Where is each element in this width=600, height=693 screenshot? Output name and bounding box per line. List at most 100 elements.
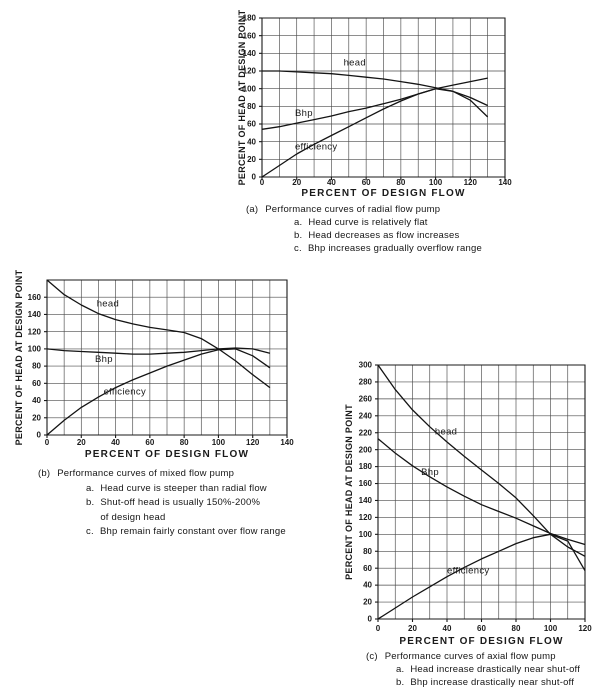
svg-text:220: 220 [359, 428, 373, 437]
svg-text:180: 180 [243, 14, 257, 23]
curve-label-efficiency: efficiency [104, 387, 146, 398]
mixed-pump-caption: (b) Performance curves of mixed flow pum… [38, 467, 330, 540]
note-tag: a. [294, 217, 303, 228]
curve-label-head: head [435, 426, 457, 437]
svg-text:0: 0 [376, 624, 381, 633]
curve-Bhp [46, 347, 271, 355]
svg-text:60: 60 [362, 178, 371, 187]
svg-text:60: 60 [363, 564, 372, 573]
svg-text:20: 20 [292, 178, 301, 187]
caption-text: Performance curves of radial flow pump [265, 204, 441, 215]
curve-label-efficiency: efficiency [295, 142, 337, 153]
note-text: Bhp increases gradually overflow range [308, 243, 482, 254]
tick-labels: 0 20 40 60 80 100 120 140 0 20 40 60 80 100 120 140 160 1… [243, 14, 513, 187]
caption-title: (a) Performance curves of radial flow pu… [246, 203, 516, 216]
axial-pump-chart: 0 20 40 60 80 100 120 0 20 40 60 80 100 120 140 160 180 2… [342, 350, 598, 650]
note-tag: a. [86, 482, 95, 494]
note-text: Bhp remain fairly constant over flow ran… [100, 526, 286, 537]
svg-text:120: 120 [28, 327, 42, 336]
note-text: Head increase drastically near shut-off [410, 664, 581, 675]
svg-text:180: 180 [359, 462, 373, 471]
caption-tag: (a) [246, 204, 259, 215]
caption-note: a. Head curve is steeper than radial flo… [86, 482, 330, 497]
svg-text:80: 80 [363, 547, 372, 556]
svg-text:80: 80 [512, 624, 521, 633]
curve-label-Bhp: Bhp [421, 467, 439, 478]
svg-text:140: 140 [28, 310, 42, 319]
caption-note: a. Head increase drastically near shut-o… [396, 663, 598, 676]
note-tag: b. [86, 497, 95, 508]
caption-note: b. Head decreases as flow increases [294, 229, 516, 242]
caption-text: Performance curves of mixed flow pump [57, 468, 235, 479]
note-tag: b. [294, 230, 303, 241]
svg-text:80: 80 [32, 362, 41, 371]
svg-text:20: 20 [247, 155, 256, 164]
tick-labels: 0 20 40 60 80 100 120 140 0 20 40 60 80 100 120 140 160 [28, 293, 295, 447]
caption-tag: (c) [366, 651, 378, 662]
svg-text:100: 100 [212, 438, 226, 447]
note-tag: b. [396, 677, 405, 688]
svg-text:120: 120 [243, 67, 257, 76]
svg-text:300: 300 [359, 361, 373, 370]
svg-text:40: 40 [111, 438, 120, 447]
note-tag: a. [396, 664, 405, 675]
caption-text: Performance curves of axial flow pump [384, 651, 556, 662]
curve-efficiency [46, 348, 271, 436]
caption-title: (c) Performance curves of axial flow pum… [366, 650, 598, 663]
curve-label-head: head [344, 58, 366, 69]
caption-note: b. Bhp increase drastically near shut-of… [396, 676, 598, 689]
curve-label-efficiency: efficiency [447, 565, 489, 576]
svg-text:40: 40 [363, 581, 372, 590]
x-axis-label: PERCENT OF DESIGN FLOW [85, 449, 249, 460]
svg-text:40: 40 [32, 396, 41, 405]
svg-text:140: 140 [243, 49, 257, 58]
plot-frame [44, 279, 288, 438]
curve-label-Bhp: Bhp [95, 354, 113, 365]
svg-text:80: 80 [396, 178, 405, 187]
curve-label-head: head [97, 299, 119, 310]
radial-pump-caption: (a) Performance curves of radial flow pu… [246, 203, 516, 255]
svg-text:120: 120 [359, 513, 373, 522]
svg-text:0: 0 [260, 178, 265, 187]
svg-text:40: 40 [247, 137, 256, 146]
note-tag: c. [86, 526, 94, 537]
svg-text:40: 40 [327, 178, 336, 187]
plot-frame [375, 364, 586, 622]
note-text-line2: of design head [100, 511, 166, 523]
svg-text:20: 20 [408, 624, 417, 633]
svg-text:240: 240 [359, 411, 373, 420]
svg-text:140: 140 [498, 178, 512, 187]
curve-efficiency [261, 88, 489, 178]
curve-head [46, 279, 271, 389]
svg-text:100: 100 [359, 530, 373, 539]
note-text: Head decreases as flow increases [308, 230, 460, 241]
svg-text:60: 60 [32, 379, 41, 388]
svg-text:60: 60 [247, 120, 256, 129]
svg-text:120: 120 [578, 624, 592, 633]
curve-Bhp [377, 438, 586, 546]
svg-text:280: 280 [359, 378, 373, 387]
curve-label-Bhp: Bhp [295, 108, 313, 119]
tick-labels: 0 20 40 60 80 100 120 0 20 40 60 80 100 120 140 160 180 2… [359, 361, 593, 633]
x-axis-label: PERCENT OF DESIGN FLOW [399, 636, 563, 647]
radial-pump-chart: 0 20 40 60 80 100 120 140 0 20 40 60 80 100 120 140 160 1… [236, 4, 536, 202]
svg-text:60: 60 [477, 624, 486, 633]
svg-text:120: 120 [246, 438, 260, 447]
note-text: Head curve is relatively flat [308, 217, 428, 228]
note-text: Bhp increase drastically near shut-off [410, 677, 575, 688]
svg-text:100: 100 [243, 84, 257, 93]
grid-lines [46, 279, 288, 436]
svg-text:60: 60 [145, 438, 154, 447]
caption-note: c. Bhp remain fairly constant over flow … [86, 525, 330, 540]
svg-text:100: 100 [544, 624, 558, 633]
axial-pump-caption: (c) Performance curves of axial flow pum… [366, 650, 598, 689]
caption-note: b. Shut-off head is usually 150%-200% of … [86, 496, 330, 525]
y-axis-label: PERCENT OF HEAD AT DESIGN POINT [344, 404, 354, 580]
svg-text:0: 0 [45, 438, 50, 447]
plot-a: 0 20 40 60 80 100 120 140 0 20 40 60 80 100 120 140 160 1… [237, 9, 513, 199]
plot-frame [259, 17, 506, 180]
caption-note: c. Bhp increases gradually overflow rang… [294, 242, 516, 255]
grid-lines [377, 364, 586, 620]
note-text: Head curve is steeper than radial flow [100, 482, 267, 494]
